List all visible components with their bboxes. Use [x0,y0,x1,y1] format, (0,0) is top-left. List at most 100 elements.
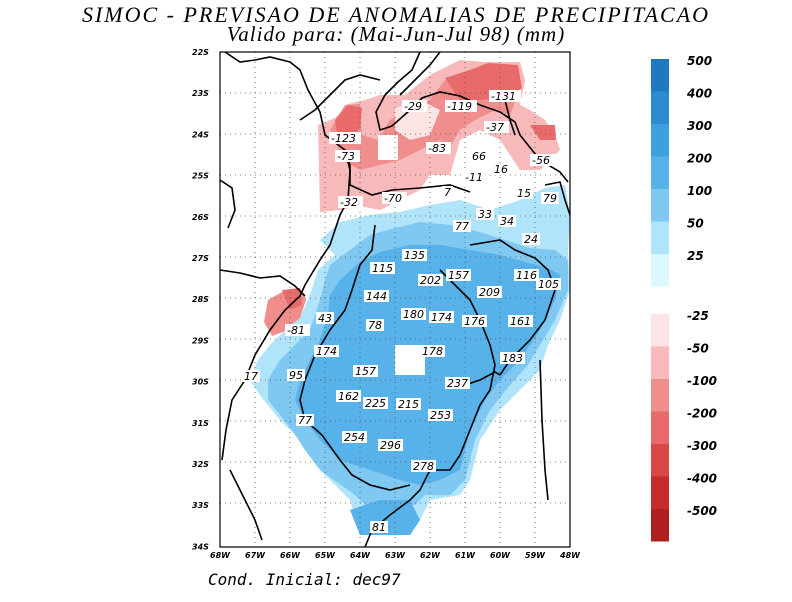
colorbar-swatch [651,314,669,347]
value-label-bg [287,369,305,381]
value-label: 174 [316,345,337,358]
value-label: 296 [380,439,401,452]
value-label-bg [463,171,488,183]
value-label-bg [462,315,487,327]
lat-tick-label: 27S [192,254,209,263]
value-label: 17 [244,370,258,383]
colorbar-label: -400 [687,472,717,486]
value-label: -81 [287,324,305,337]
colorbar-label: -200 [687,407,717,421]
value-label-bg [378,439,403,451]
lon-tick-label: 64W [350,551,371,560]
value-label: 215 [398,398,419,411]
graticule [220,52,570,547]
value-label-bg [445,377,470,389]
lon-tick-label: 68W [210,551,231,560]
colorbar-swatch [651,254,669,287]
value-label-bg [453,220,471,232]
value-label: -131 [491,90,516,103]
lat-tick-label: 29S [192,336,209,345]
longitude-axis: 68W 67W 66W 65W 64W 63W 62W 61W 60W 59W 48W [210,551,581,560]
value-label-bg [426,142,451,154]
lat-tick-label: 30S [192,378,209,387]
latitude-axis: 22S 23S 24S 25S 26S 27S 28S 29S 30S 31S 32S 33S 34S [192,48,209,551]
value-label-bg [536,278,561,290]
value-label-bg [336,390,361,402]
lon-tick-label: 63W [385,551,406,560]
anomaly-region-pos-200 [295,245,560,485]
value-label-bg [370,521,388,533]
colorbar-swatch [651,411,669,444]
colorbar-swatch [651,444,669,477]
value-label-bg [363,397,388,409]
value-label: -29 [404,100,422,113]
lat-tick-label: 26S [192,213,209,222]
value-label-bg [492,163,510,175]
value-label: 161 [510,315,531,328]
value-label: 7 [444,186,451,199]
value-label: -11 [465,171,483,184]
value-label-bg [515,187,533,199]
value-label: 144 [366,290,387,303]
value-label-bg [514,269,539,281]
value-label: 66 [472,150,486,163]
colorbar-label: -25 [687,309,709,323]
value-label-bg [353,365,378,377]
plot-area [219,51,571,548]
value-label-bg [445,100,477,112]
colorbar-swatch [651,346,669,379]
lat-tick-label: 24S [192,130,209,139]
value-label-bg [338,196,363,208]
lon-tick-label: 67W [245,551,266,560]
colorbar-swatch [651,476,669,509]
colorbar-swatch [651,59,669,92]
value-label-bg [442,186,453,198]
colorbar-swatch [651,91,669,124]
value-label-bg [411,460,436,472]
lat-tick-label: 34S [192,542,209,551]
value-label: 157 [355,365,376,378]
lon-tick-label: 59W [525,551,546,560]
anomaly-gap-1 [378,135,398,160]
value-label: 105 [538,278,559,291]
value-label: 81 [372,521,386,534]
value-label-bg [296,414,314,426]
value-label-bg [470,150,488,162]
value-label: 78 [368,319,382,332]
colorbar-label: 100 [687,184,712,198]
value-label-bg [489,90,521,102]
anomaly-region-neg-core-1 [335,105,362,140]
colorbar-swatch [651,509,669,542]
map-title: SIMOC - PREVISAO DE ANOMALIAS DE PRECIPI… [81,2,711,27]
value-label-bg [530,154,555,166]
anomaly-gap-2 [395,345,425,375]
value-label-bg [396,398,421,410]
colorbar-label: 300 [687,119,712,133]
value-label: 176 [464,315,485,328]
value-label: 237 [447,377,468,390]
value-label: -56 [532,154,550,167]
value-label-bg [429,311,454,323]
value-label: 16 [494,163,508,176]
initial-condition-label: Cond. Inicial: dec97 [208,570,401,589]
colorbar-negative: -25 -50 -100 -200 -300 -400 -500 [651,309,717,542]
colorbar-swatch [651,221,669,254]
value-label-bg [477,286,502,298]
value-label: -119 [447,100,472,113]
value-label: 209 [479,286,500,299]
value-label-bg [500,352,525,364]
colorbar-label: 400 [686,87,712,101]
colorbar-positive: 500 400 300 200 100 50 25 [651,54,712,287]
value-label: -123 [331,132,356,145]
colorbar-label: 500 [687,54,712,68]
colorbar-swatch [651,189,669,222]
value-label-bg [402,249,427,261]
lon-tick-label: 61W [455,551,476,560]
value-label-bg [476,208,494,220]
value-label: 157 [448,269,469,282]
lon-tick-label: 48W [559,551,581,560]
anomaly-region-neg-west-core [282,288,302,310]
colorbar-label: 200 [687,152,712,166]
value-labels: -29 -119 -131 -123 -37 -73 -83 66 -56 16 -11 7 -70 15… [242,90,561,534]
value-label: 24 [524,233,538,246]
